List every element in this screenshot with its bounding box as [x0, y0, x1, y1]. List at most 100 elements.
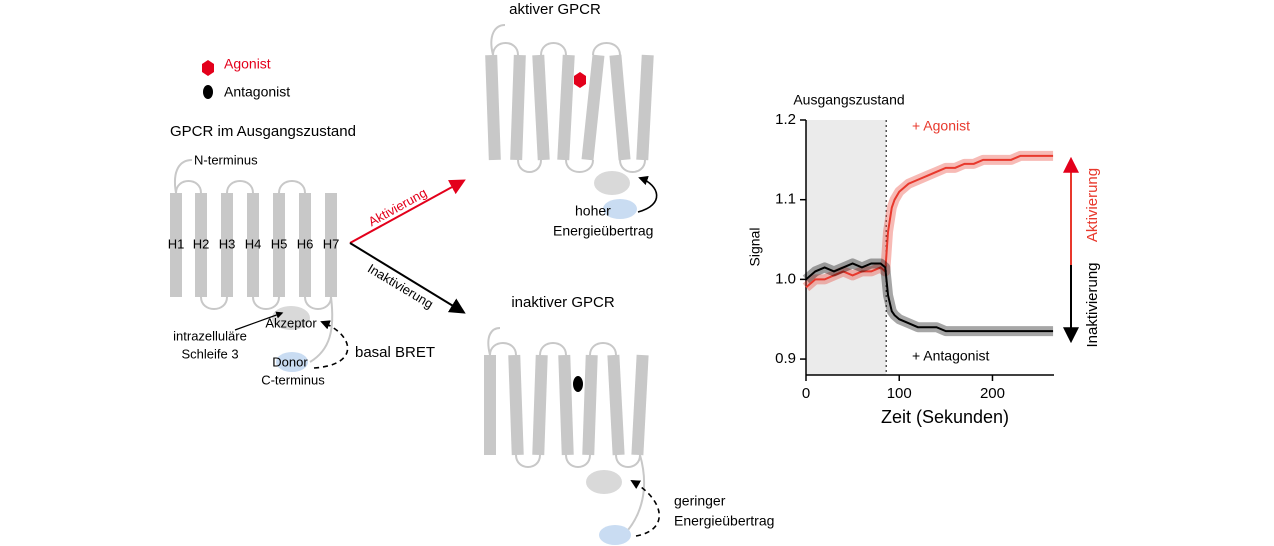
inactive-title: inaktiver GPCR: [511, 294, 615, 311]
helix-label: H3: [219, 236, 236, 251]
loop: [540, 42, 567, 56]
loop: [200, 296, 228, 310]
n-terminus-label: N-terminus: [194, 152, 258, 167]
helix: [609, 54, 631, 161]
legend-antagonist: Antagonist: [224, 84, 290, 100]
helix: [581, 54, 605, 161]
helix: [247, 193, 259, 297]
helix: [532, 54, 550, 161]
transfer-label: Energieübertrag: [553, 223, 653, 239]
helix: [510, 54, 526, 161]
y-tick-label: 1.1: [775, 191, 796, 208]
donor-active: [603, 199, 637, 219]
n-terminus: [490, 24, 506, 56]
transfer-label: hoher: [575, 203, 611, 219]
loop: [615, 454, 641, 468]
x-tick-label: 100: [887, 385, 912, 402]
active-title: aktiver GPCR: [509, 1, 601, 18]
donor-label: Donor: [272, 354, 308, 369]
y-axis-label: Signal: [747, 228, 763, 267]
c-terminus-line: [309, 296, 334, 363]
bret-arrow: [313, 320, 349, 369]
n-terminus-line: [174, 159, 193, 194]
acceptor-label: Akzeptor: [265, 315, 317, 330]
helix: [558, 354, 574, 456]
helix-label: H5: [271, 236, 288, 251]
y-tick-label: 0.9: [775, 350, 796, 367]
receptor-active: [485, 24, 654, 173]
transfer-label: Energieübertrag: [674, 513, 774, 529]
loop: [489, 342, 517, 356]
loop: [539, 342, 567, 356]
helix: [532, 354, 548, 456]
annotation: Aktivierung: [1084, 168, 1101, 242]
helix: [273, 193, 285, 297]
loop: [515, 454, 541, 468]
x-tick-label: 0: [802, 385, 810, 402]
loop-label: Schleife 3: [181, 346, 238, 361]
loop-arrow: [234, 311, 284, 331]
agonist-icon: [202, 60, 214, 76]
series-line: [805, 262, 1054, 333]
loop: [517, 159, 542, 173]
helix-label: H4: [245, 236, 262, 251]
helix-label: H7: [323, 236, 340, 251]
loop: [492, 42, 519, 56]
helix: [631, 354, 649, 456]
loop: [619, 159, 646, 173]
activation-label: Aktivierung: [366, 185, 430, 229]
helix-label: H6: [297, 236, 314, 251]
n-terminus: [487, 327, 501, 356]
annotation: Inaktivierung: [1084, 262, 1101, 347]
inactivation-label: Inaktivierung: [365, 261, 436, 312]
activation-arrow: [349, 179, 466, 244]
annotation: Ausgangszustand: [793, 92, 904, 108]
x-axis-label: Zeit (Sekunden): [881, 407, 1009, 427]
x-tick-label: 200: [980, 385, 1005, 402]
loop: [592, 42, 621, 56]
series-line: [805, 154, 1054, 289]
series-label: + Antagonist: [912, 348, 990, 364]
acceptor-active: [594, 171, 630, 195]
donor: [276, 352, 308, 372]
c-terminus-inactive: [627, 454, 646, 531]
bret-label: basal BRET: [355, 344, 435, 361]
helix: [485, 54, 501, 161]
helix: [508, 354, 524, 456]
loop: [589, 342, 617, 356]
antagonist-icon: [203, 85, 213, 99]
helix-label: H1: [168, 236, 185, 251]
loop: [252, 296, 280, 310]
baseline-region: [806, 120, 887, 375]
loop: [565, 454, 591, 468]
bound-agonist: [574, 72, 586, 88]
helix: [221, 193, 233, 297]
receptor-inactive: [484, 327, 649, 468]
loop: [278, 180, 306, 194]
loop: [226, 180, 254, 194]
helix: [582, 354, 598, 456]
loop: [175, 180, 202, 194]
helix: [170, 193, 182, 297]
acceptor-inactive: [586, 470, 622, 494]
helix-label: H2: [193, 236, 210, 251]
donor-inactive: [599, 525, 631, 545]
transfer-arrow-weak: [630, 480, 661, 537]
transfer-arrow: [637, 176, 658, 213]
chart: 0.9 1.0 1.1 1.2 0 100 200 + Agonist + Antagonist…: [747, 92, 1101, 427]
legend-agonist: Agonist: [224, 56, 271, 72]
series-label: + Agonist: [912, 118, 970, 134]
loop: [304, 296, 332, 310]
helix: [299, 193, 311, 297]
helix: [195, 193, 207, 297]
loop-label: intrazelluläre: [173, 328, 247, 343]
helix: [557, 54, 575, 161]
helix: [636, 54, 654, 161]
bound-antagonist: [573, 376, 583, 392]
initial-title: GPCR im Ausgangszustand: [170, 123, 356, 140]
helix: [484, 355, 496, 455]
c-terminus-label: C-terminus: [261, 372, 325, 387]
receptor-initial: H1 H2 H3 H4 H5 H6 H7: [168, 180, 340, 310]
transfer-label: geringer: [674, 493, 726, 509]
